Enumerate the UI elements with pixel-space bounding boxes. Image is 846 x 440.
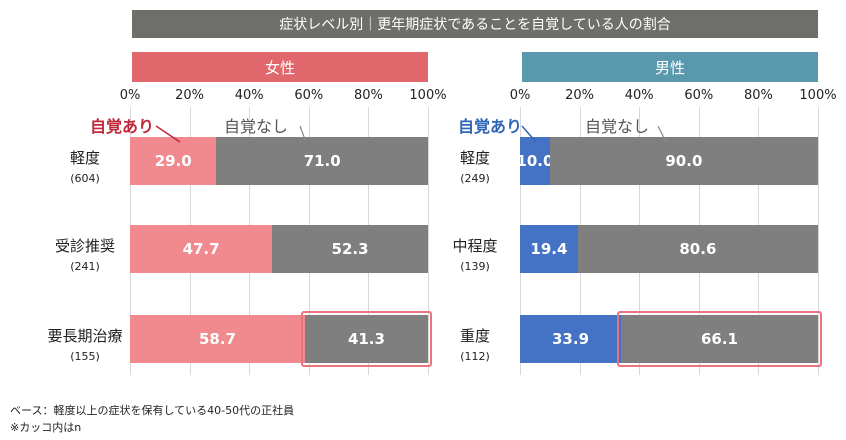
female-category-0: 軽度 (604) <box>40 147 130 185</box>
male-bar-yes-1: 19.4 <box>520 225 578 273</box>
male-panel-header: 男性 <box>522 52 818 82</box>
female-axis-tick-4: 80% <box>353 88 383 103</box>
chart-title: 症状レベル別｜更年期症状であることを自覚している人の割合 <box>132 10 818 38</box>
female-axis-tick-0: 0% <box>119 88 141 103</box>
male-bar-no-1: 80.6 <box>577 225 818 273</box>
male-axis-tick-5: 100% <box>799 88 837 103</box>
female-panel-header: 女性 <box>132 52 428 82</box>
male-bar-yes-2: 33.9 <box>520 315 622 363</box>
female-bar-yes-0: 29.0 <box>130 137 217 185</box>
female-legend-no: 自覚なし <box>224 117 289 136</box>
male-category-label-1: 中程度 <box>452 237 498 255</box>
male-category-n-1: (139) <box>460 260 490 273</box>
female-bar-yes-2: 58.7 <box>130 315 305 363</box>
male-axis-tick-3: 60% <box>684 88 714 103</box>
female-axis-tick-1: 20% <box>175 88 205 103</box>
male-legend-no: 自覚なし <box>585 117 650 136</box>
female-category-label-2: 要長期治療 <box>47 327 123 345</box>
female-bar-no-0: 71.0 <box>216 137 428 185</box>
female-axis-tick-2: 40% <box>234 88 264 103</box>
male-category-1: 中程度 (139) <box>430 235 520 273</box>
female-category-1: 受診推奨 (241) <box>40 235 130 273</box>
male-category-0: 軽度 (249) <box>430 147 520 185</box>
male-category-2: 重度 (112) <box>430 325 520 363</box>
female-bar-no-2: 41.3 <box>304 315 428 363</box>
male-axis-tick-0: 0% <box>509 88 531 103</box>
male-gridline-5 <box>818 107 819 375</box>
male-bar-no-0: 90.0 <box>549 137 818 185</box>
male-legend-yes: 自覚あり <box>458 117 523 136</box>
male-category-label-0: 軽度 <box>459 149 490 167</box>
male-axis-tick-1: 20% <box>565 88 595 103</box>
female-category-n-0: (604) <box>70 172 100 185</box>
female-bar-no-1: 52.3 <box>272 225 428 273</box>
female-axis-tick-5: 100% <box>409 88 447 103</box>
female-category-n-2: (155) <box>70 350 100 363</box>
male-highlight-box <box>617 311 822 367</box>
female-category-2: 要長期治療 (155) <box>40 325 130 363</box>
female-legend-yes: 自覚あり <box>90 117 155 136</box>
female-gridline-5 <box>428 107 429 375</box>
male-axis-tick-2: 40% <box>624 88 654 103</box>
female-bar-yes-1: 47.7 <box>130 225 273 273</box>
female-highlight-box <box>300 311 432 367</box>
male-category-n-0: (249) <box>460 172 490 185</box>
female-category-label-0: 軽度 <box>69 149 100 167</box>
female-category-n-1: (241) <box>70 260 100 273</box>
male-bar-yes-0: 10.0 <box>516 137 553 185</box>
male-category-label-2: 重度 <box>459 327 490 345</box>
footnote-base: ベース：軽度以上の症状を保有している40-50代の正社員 <box>10 404 295 417</box>
male-axis-tick-4: 80% <box>743 88 773 103</box>
female-category-label-1: 受診推奨 <box>54 237 115 255</box>
footnote-n-note: ※カッコ内はn <box>10 421 82 434</box>
male-category-n-2: (112) <box>460 350 490 363</box>
male-bar-no-2: 66.1 <box>621 315 818 363</box>
female-axis-tick-3: 60% <box>294 88 324 103</box>
